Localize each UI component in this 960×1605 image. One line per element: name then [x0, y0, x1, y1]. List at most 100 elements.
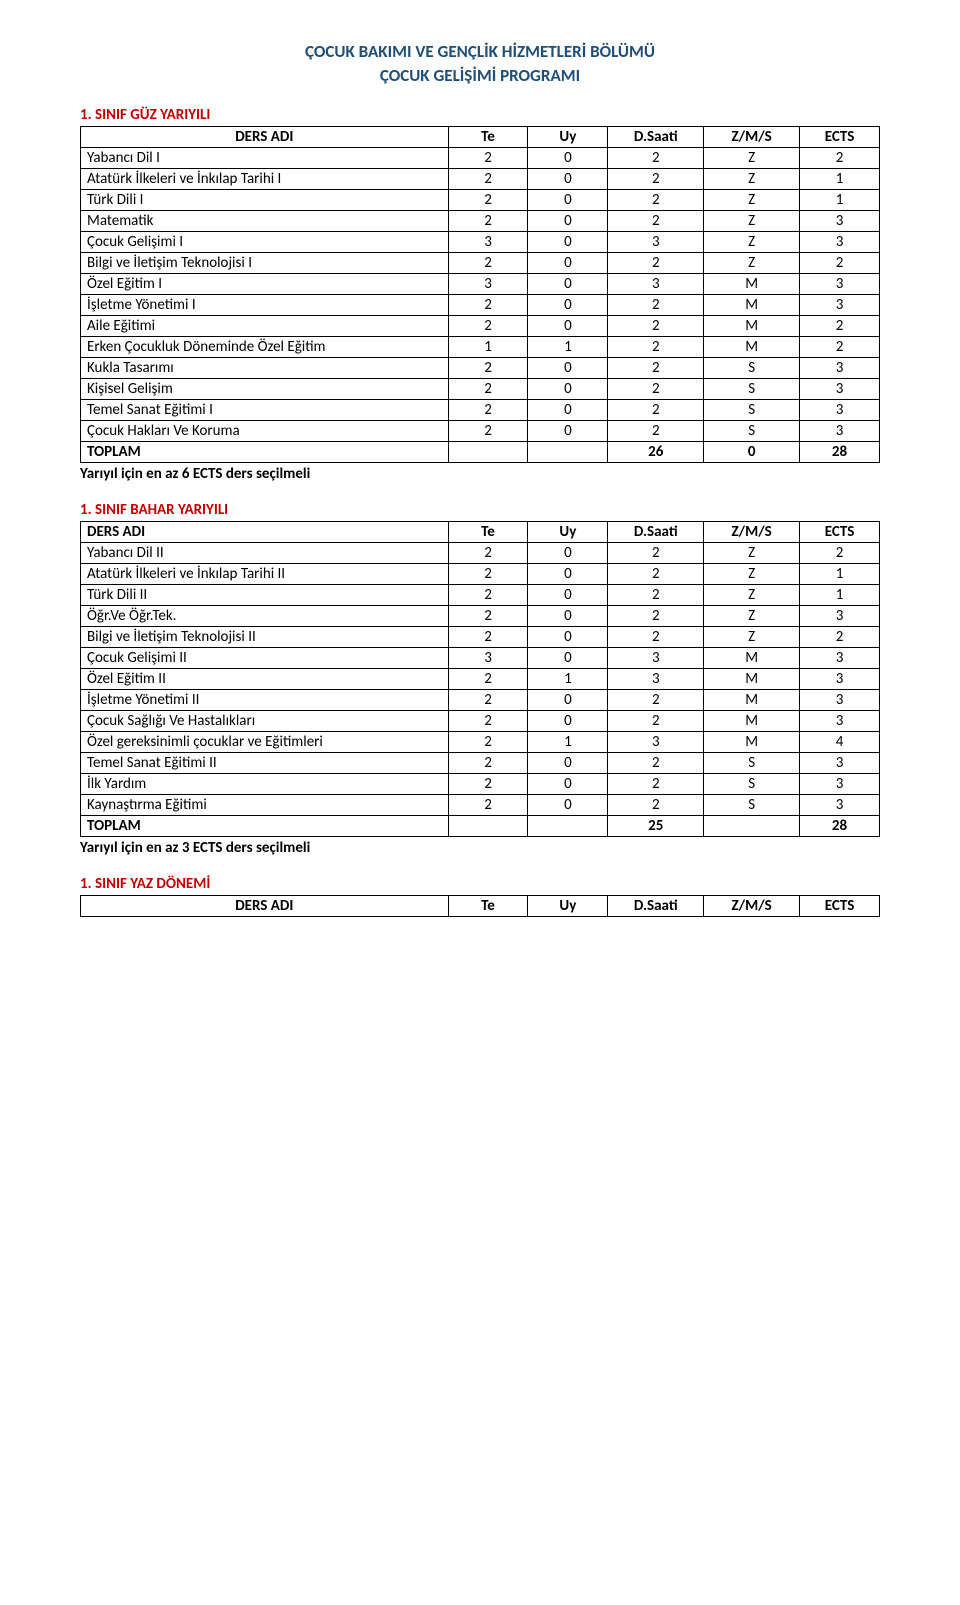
course-value: 0 [528, 752, 608, 773]
course-value: 3 [608, 647, 704, 668]
course-value: 3 [448, 231, 528, 252]
col-header: DERS ADI [81, 126, 449, 147]
course-value: 2 [800, 147, 880, 168]
course-value: Z [704, 252, 800, 273]
course-value: 0 [528, 647, 608, 668]
course-value: 2 [448, 420, 528, 441]
course-value: 3 [800, 210, 880, 231]
course-value: M [704, 647, 800, 668]
course-value: 4 [800, 731, 880, 752]
col-header: Z/M/S [704, 895, 800, 916]
course-value: 0 [528, 542, 608, 563]
course-value: 3 [608, 731, 704, 752]
course-value: 1 [800, 563, 880, 584]
section-title-guz: 1. SINIF GÜZ YARIYILI [80, 106, 880, 124]
course-value: 2 [448, 752, 528, 773]
course-value: 2 [448, 189, 528, 210]
course-value: 0 [528, 210, 608, 231]
course-name: TOPLAM [81, 441, 449, 462]
course-value: 0 [528, 773, 608, 794]
course-value: 2 [608, 710, 704, 731]
course-value: 1 [528, 336, 608, 357]
course-value: 0 [528, 315, 608, 336]
course-value: S [704, 773, 800, 794]
course-value: M [704, 710, 800, 731]
course-value: 2 [448, 168, 528, 189]
course-value: 2 [448, 378, 528, 399]
course-value: 2 [608, 752, 704, 773]
course-value: 2 [448, 357, 528, 378]
course-value: 2 [608, 189, 704, 210]
col-header: Te [448, 895, 528, 916]
course-value: 2 [800, 542, 880, 563]
course-value: S [704, 752, 800, 773]
course-value: 0 [528, 710, 608, 731]
course-value: 2 [448, 147, 528, 168]
course-name: Atatürk İlkeleri ve İnkılap Tarihi I [81, 168, 449, 189]
course-value: 3 [800, 794, 880, 815]
course-value: 2 [608, 252, 704, 273]
course-value: 3 [800, 357, 880, 378]
course-value: M [704, 668, 800, 689]
course-value: 1 [528, 668, 608, 689]
course-name: Atatürk İlkeleri ve İnkılap Tarihi II [81, 563, 449, 584]
course-value: 28 [800, 441, 880, 462]
course-name: Bilgi ve İletişim Teknolojisi II [81, 626, 449, 647]
course-value: 3 [800, 399, 880, 420]
course-value: 0 [528, 252, 608, 273]
course-name: Yabancı Dil II [81, 542, 449, 563]
course-value: M [704, 689, 800, 710]
course-value: 3 [800, 231, 880, 252]
course-value: Z [704, 210, 800, 231]
col-header: ECTS [800, 126, 880, 147]
course-value: 3 [800, 668, 880, 689]
course-value [448, 441, 528, 462]
course-value: 3 [800, 773, 880, 794]
course-value: 2 [608, 378, 704, 399]
course-value [704, 815, 800, 836]
course-value: 3 [800, 420, 880, 441]
course-value: 0 [528, 378, 608, 399]
course-value: 2 [608, 168, 704, 189]
table-bahar: DERS ADITeUyD.SaatiZ/M/SECTSYabancı Dil … [80, 521, 880, 837]
course-name: Kişisel Gelişim [81, 378, 449, 399]
page-title: ÇOCUK BAKIMI VE GENÇLİK HİZMETLERİ BÖLÜM… [80, 40, 880, 88]
course-value: Z [704, 168, 800, 189]
course-value: 2 [448, 315, 528, 336]
course-value: Z [704, 626, 800, 647]
col-header: Te [448, 126, 528, 147]
course-value: 2 [608, 336, 704, 357]
course-value: 1 [800, 584, 880, 605]
course-value: 2 [448, 252, 528, 273]
course-name: Çocuk Gelişimi II [81, 647, 449, 668]
course-name: İşletme Yönetimi I [81, 294, 449, 315]
course-value [528, 815, 608, 836]
course-value: 3 [800, 294, 880, 315]
course-name: Matematik [81, 210, 449, 231]
course-value: S [704, 378, 800, 399]
course-value: Z [704, 189, 800, 210]
course-value: 2 [608, 210, 704, 231]
course-value: 2 [608, 420, 704, 441]
col-header: Uy [528, 521, 608, 542]
course-value: 0 [528, 147, 608, 168]
course-value: 2 [800, 252, 880, 273]
col-header: DERS ADI [81, 521, 449, 542]
course-name: Özel Eğitim I [81, 273, 449, 294]
course-value: 0 [528, 605, 608, 626]
course-value: 0 [528, 420, 608, 441]
section-title-yaz: 1. SINIF YAZ DÖNEMİ [80, 875, 880, 893]
col-header: D.Saati [608, 126, 704, 147]
course-value: 2 [800, 315, 880, 336]
course-value: 3 [800, 378, 880, 399]
course-value [528, 441, 608, 462]
course-value: 0 [528, 563, 608, 584]
course-value: 2 [448, 605, 528, 626]
course-value: 1 [800, 168, 880, 189]
course-name: Çocuk Gelişimi I [81, 231, 449, 252]
course-value: S [704, 420, 800, 441]
course-name: Kaynaştırma Eğitimi [81, 794, 449, 815]
course-name: Özel Eğitim II [81, 668, 449, 689]
course-value: 0 [528, 357, 608, 378]
course-value: 1 [528, 731, 608, 752]
